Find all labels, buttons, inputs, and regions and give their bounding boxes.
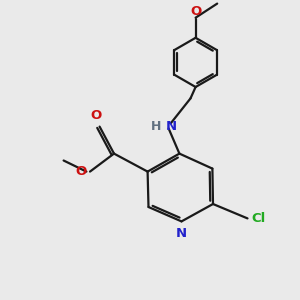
- Text: N: N: [165, 120, 177, 134]
- Text: Cl: Cl: [251, 212, 265, 225]
- Text: O: O: [90, 109, 102, 122]
- Text: H: H: [151, 120, 161, 134]
- Text: N: N: [176, 227, 187, 240]
- Text: O: O: [190, 5, 201, 18]
- Text: O: O: [75, 165, 86, 178]
